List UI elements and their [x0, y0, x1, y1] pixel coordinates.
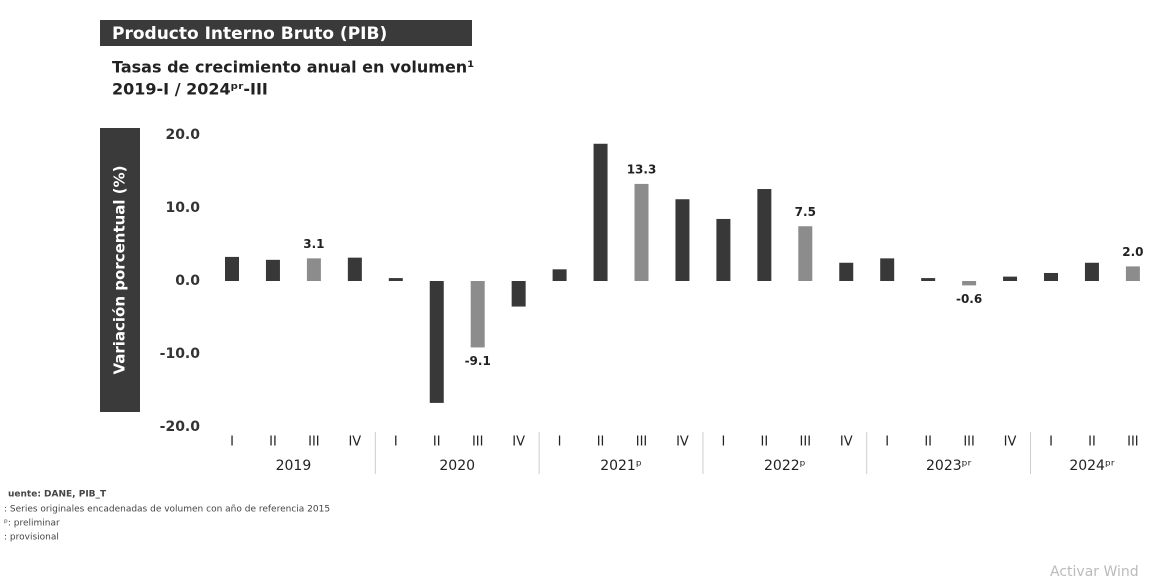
note: : Series originales encadenadas de volum… [4, 505, 330, 515]
x-tick-label: III [963, 435, 975, 450]
value-label: -9.1 [465, 354, 491, 368]
subtitle: 2019-I / 2024ᵖʳ-III [112, 80, 268, 99]
value-label: 13.3 [627, 162, 657, 176]
y-tick-label: 20.0 [165, 127, 200, 143]
bar [634, 183, 649, 281]
x-tick-label: IV [348, 435, 361, 450]
value-label: 3.1 [303, 237, 324, 251]
x-tick-label: II [269, 435, 277, 450]
x-tick-label: III [800, 435, 812, 450]
bar [1044, 272, 1058, 281]
bar [716, 218, 731, 281]
year-label: 2020 [439, 458, 475, 474]
y-tick-label: -10.0 [160, 346, 201, 362]
note: ᵖ: preliminar [4, 519, 60, 529]
x-tick-label: II [433, 435, 441, 450]
year-label: 2023ᵖʳ [926, 458, 972, 474]
y-tick-label: 10.0 [165, 200, 200, 216]
note: : provisional [4, 533, 59, 543]
x-tick-label: III [308, 435, 320, 450]
watermark: Activar Wind [1050, 564, 1139, 580]
x-tick-label: IV [512, 435, 525, 450]
x-tick-label: III [1127, 435, 1139, 450]
x-tick-label: IV [1004, 435, 1017, 450]
bar [880, 258, 895, 281]
bar [1084, 262, 1099, 281]
y-tick-label: -20.0 [160, 419, 201, 435]
x-tick-label: II [924, 435, 932, 450]
x-tick-label: II [761, 435, 769, 450]
bar [511, 281, 526, 307]
bar [265, 259, 280, 281]
bar [757, 189, 772, 281]
note: uente: DANE, PIB_T [8, 490, 107, 500]
bar [1125, 266, 1140, 281]
bar [921, 278, 936, 281]
bar [593, 143, 608, 281]
x-tick-label: IV [840, 435, 853, 450]
ylabel-box [100, 128, 140, 412]
bar [347, 257, 362, 281]
subtitle: Tasas de crecimiento anual en volumen¹ [112, 58, 474, 77]
x-tick-label: II [597, 435, 605, 450]
bar [798, 226, 813, 281]
bar [306, 258, 321, 281]
bar [470, 281, 485, 348]
x-tick-label: I [721, 435, 725, 450]
x-tick-label: II [1088, 435, 1096, 450]
bar [1003, 276, 1018, 281]
bar [552, 269, 567, 281]
bar [675, 199, 690, 281]
year-label: 2021ᵖ [600, 458, 642, 474]
bar [388, 278, 403, 281]
x-tick-label: III [636, 435, 648, 450]
year-label: 2019 [276, 458, 312, 474]
y-tick-label: 0.0 [175, 273, 200, 289]
bar [839, 262, 854, 281]
x-tick-label: III [472, 435, 484, 450]
title-bar [100, 20, 472, 46]
x-tick-label: I [394, 435, 398, 450]
x-tick-label: I [558, 435, 562, 450]
x-tick-label: I [885, 435, 889, 450]
x-tick-label: I [1049, 435, 1053, 450]
value-label: 2.0 [1122, 245, 1143, 259]
bar [225, 256, 239, 281]
y-axis-label: Variación porcentual (%) [111, 165, 129, 374]
x-tick-label: IV [676, 435, 689, 450]
bar [962, 281, 977, 286]
year-label: 2022ᵖ [764, 458, 806, 474]
value-label: 7.5 [795, 205, 816, 219]
chart-title: Producto Interno Bruto (PIB) [112, 24, 387, 44]
bar [429, 281, 444, 403]
value-label: -0.6 [956, 292, 982, 306]
x-tick-label: I [230, 435, 234, 450]
year-label: 2024ᵖʳ [1069, 458, 1115, 474]
